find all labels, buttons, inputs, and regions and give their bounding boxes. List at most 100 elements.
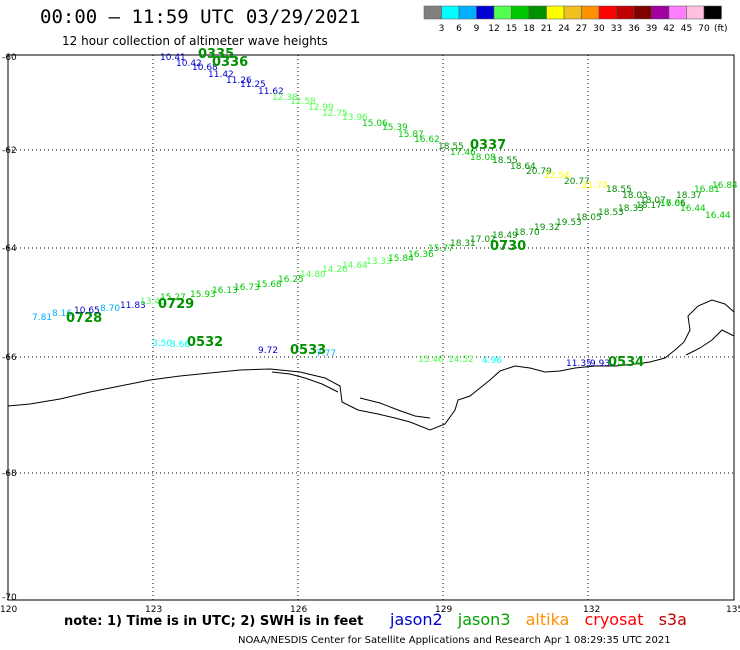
pass-time-label: 0533 [290, 343, 326, 358]
lon-label-126: 126 [290, 605, 307, 615]
wave-height-value: 18.03 [622, 191, 648, 201]
wave-height-value: 18.70 [514, 228, 540, 238]
wave-height-value: 7.77 [316, 349, 336, 359]
wave-height-value: 14.80 [300, 270, 326, 280]
lon-label-132: 132 [583, 605, 600, 615]
wave-height-value: 4.96 [482, 356, 502, 366]
coastline-east-shelf [685, 329, 735, 356]
wave-height-value: 13.45 [140, 297, 166, 307]
pass-time-label: 0336 [212, 55, 248, 70]
legend-label: 9 [474, 24, 480, 34]
wave-height-value: 18.37 [676, 191, 702, 201]
wave-height-value: 12.38 [272, 93, 298, 103]
legend-label: 30 [593, 24, 605, 34]
wave-height-value: 17.46 [450, 148, 476, 158]
pass-time-label: 0335 [198, 47, 234, 62]
wave-height-value: 16.84 [712, 181, 738, 191]
wave-height-value: 18.31 [450, 239, 476, 249]
lat-label-62: -62 [2, 146, 17, 156]
wave-height-value: 16.61 [660, 199, 686, 209]
pass-time-label: 0337 [470, 138, 506, 153]
pass-time-label: 0534 [608, 355, 644, 370]
wave-height-value: 15.68 [256, 280, 282, 290]
wave-height-value: 16.73 [234, 283, 260, 293]
wave-height-value: 13.33 [366, 257, 392, 267]
legend-swatch [703, 5, 722, 20]
wave-height-value: 11.62 [258, 87, 284, 97]
wave-height-value: 19.53 [556, 218, 582, 228]
legend-label: 36 [628, 24, 640, 34]
wave-height-value: 15.39 [382, 123, 408, 133]
lon-label-123: 123 [145, 605, 162, 615]
legend-label: 15 [506, 24, 517, 34]
lon-label-120: 120 [0, 605, 17, 615]
wave-height-value: 12.99 [308, 103, 334, 113]
wave-height-value: 19.32 [534, 223, 560, 233]
map-subtitle: 12 hour collection of altimeter wave hei… [62, 34, 328, 48]
wave-height-value: 11.83 [120, 301, 146, 311]
pass-time-label: 0728 [66, 311, 102, 326]
wave-height-value: 15.87 [398, 130, 424, 140]
sat-jason3: jason3 [457, 610, 511, 629]
sat-jason2: jason2 [390, 610, 443, 629]
wave-height-value: 20.77 [564, 177, 590, 187]
wave-height-value: 18.64 [510, 162, 536, 172]
wave-height-value: 13.96 [342, 113, 368, 123]
wave-height-value: 18.07 [640, 196, 666, 206]
wave-height-value: 15.27 [160, 293, 186, 303]
lon-label-129: 129 [435, 605, 452, 615]
legend-label: 45 [681, 24, 692, 34]
legend-label: 24 [558, 24, 570, 34]
legend-label: 42 [663, 24, 674, 34]
wave-height-value: 18.17 [636, 201, 662, 211]
color-legend: 3 6 9 12 15 18 21 24 27 30 33 36 39 42 45 70 (ft) [423, 5, 728, 34]
wave-height-value: 21.73 [582, 181, 608, 191]
wave-height-value: 7.81 [32, 313, 52, 323]
wave-height-value: 15.77 [428, 244, 454, 254]
wave-height-value: 18.55 [438, 142, 464, 152]
legend-label: 21 [541, 24, 552, 34]
grid-lines [8, 55, 734, 600]
wave-height-value: 3.66 [170, 340, 190, 350]
wave-height-value: 8.70 [100, 304, 120, 314]
sat-altika: altika [525, 610, 570, 629]
wave-height-value: 11.42 [208, 70, 234, 80]
credit-line: NOAA/NESDIS Center for Satellite Applica… [238, 635, 671, 646]
wave-height-value: 18.55 [492, 156, 518, 166]
wave-height-value: 11.26 [226, 76, 252, 86]
wave-height-value: 14.64 [342, 261, 368, 271]
coastline [7, 299, 735, 431]
wave-height-labels: 10.4110.42033510.68033611.4211.2611.2511… [32, 47, 738, 370]
lat-label-66: -66 [2, 353, 17, 363]
antarctic-coastline [7, 299, 735, 431]
wave-height-value: 18.49 [492, 231, 518, 241]
legend-unit: (ft) [714, 24, 728, 34]
wave-height-value: 3.50 [152, 339, 172, 349]
wave-height-value: 17.06 [660, 199, 686, 209]
wave-height-value: 22.54 [544, 171, 570, 181]
legend-label: 27 [576, 24, 587, 34]
legend-label: 70 [698, 24, 710, 34]
pass-time-label: 0729 [158, 297, 194, 312]
legend-label: 6 [456, 24, 462, 34]
wave-height-value: 17.02 [470, 235, 496, 245]
wave-height-value: 10.65 [74, 306, 100, 316]
wave-height-value: 12.58 [290, 97, 316, 107]
wave-height-value: 12.75 [322, 109, 348, 119]
lon-label-135: 135 [726, 605, 740, 615]
pass-time-label: 0532 [187, 335, 223, 350]
wave-height-value: 15.84 [388, 254, 414, 264]
wave-height-value: 10.41 [160, 53, 186, 63]
wave-height-value: 18.55 [606, 185, 632, 195]
sat-cryosat: cryosat [584, 610, 644, 629]
wave-height-value: 18.33 [618, 204, 644, 214]
wave-height-value: 14.26 [322, 265, 348, 275]
lat-label-70: -70 [2, 593, 17, 603]
pass-time-label: 0730 [490, 239, 526, 254]
wave-height-value: 10.42 [176, 59, 202, 69]
wave-height-value: 16.13 [212, 286, 238, 296]
coastline-lower-inlet [359, 397, 431, 419]
legend-label: 12 [488, 24, 499, 34]
wave-height-value: 9.72 [258, 346, 278, 356]
footnote: note: 1) Time is in UTC; 2) SWH is in fe… [64, 614, 364, 629]
